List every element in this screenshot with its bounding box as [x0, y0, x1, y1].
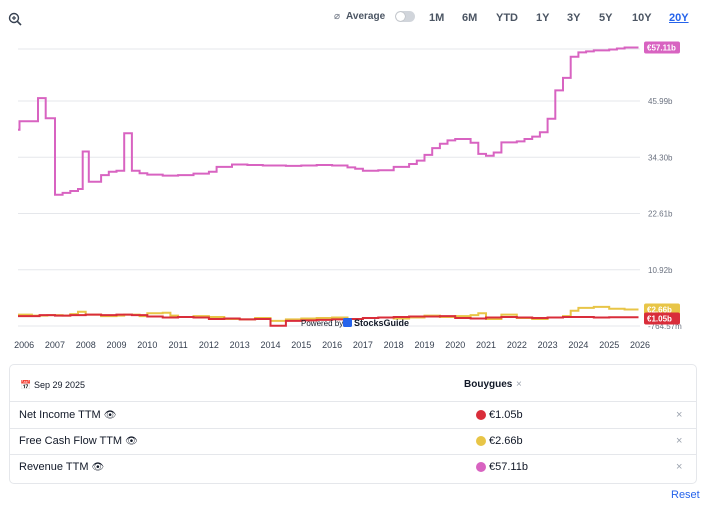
legend-row-label: Revenue TTM 👁 — [19, 461, 104, 473]
end-badge-label: €2.66b — [647, 306, 672, 315]
legend-row-revenue: Revenue TTM 👁 €57.11b × — [10, 454, 696, 480]
legend-date: Sep 29 2025 — [34, 380, 86, 390]
range-5y-button[interactable]: 5Y — [599, 12, 613, 24]
calendar-icon: 📅 — [20, 380, 32, 390]
y-axis: 45.99b 34.30b 22.61b 10.92b -764.57m — [648, 97, 682, 331]
x-tick-label: 2007 — [45, 340, 65, 350]
y-tick-label: 22.61b — [648, 210, 673, 219]
x-tick-label: 2012 — [199, 340, 219, 350]
series-color-dot — [476, 462, 486, 472]
watermark: Powered by StocksGuide — [301, 318, 409, 328]
series-line-revenue-ttm[interactable] — [18, 46, 639, 196]
average-toggle[interactable] — [395, 11, 416, 22]
x-tick-label: 2024 — [568, 340, 588, 350]
stocksguide-logo-icon — [343, 318, 352, 327]
toolbar: ⌀ Average 1M 6M YTD 1Y 3Y 5Y 10Y 20Y — [0, 0, 707, 36]
series-line-net-income-ttm[interactable] — [18, 313, 639, 327]
x-tick-label: 2025 — [599, 340, 619, 350]
range-1m-button[interactable]: 1M — [429, 12, 445, 24]
y-tick-label: -764.57m — [648, 322, 682, 331]
x-tick-label: 2026 — [630, 340, 650, 350]
watermark-prefix: Powered by — [301, 319, 343, 328]
legend-row-text: Net Income TTM — [19, 409, 101, 421]
average-symbol: ⌀ — [334, 11, 341, 22]
y-tick-label: 34.30b — [648, 153, 673, 162]
end-badge — [644, 312, 680, 325]
eye-icon[interactable]: 👁 — [125, 436, 138, 447]
legend-row-text: Revenue TTM — [19, 461, 89, 473]
watermark-brand: StocksGuide — [354, 318, 409, 328]
range-10y-button[interactable]: 10Y — [632, 12, 652, 24]
x-tick-label: 2008 — [76, 340, 96, 350]
end-badge — [644, 41, 680, 54]
x-tick-label: 2015 — [291, 340, 311, 350]
x-tick-label: 2009 — [107, 340, 127, 350]
x-tick-label: 2011 — [168, 340, 187, 350]
end-badge-label: €1.05b — [647, 315, 672, 324]
toggle-knob — [396, 12, 406, 21]
range-1y-button[interactable]: 1Y — [536, 12, 550, 24]
legend-row-label: Net Income TTM 👁 — [19, 409, 116, 421]
series-group — [18, 46, 639, 327]
x-tick-label: 2022 — [507, 340, 527, 350]
legend-row-label: Free Cash Flow TTM 👁 — [19, 435, 138, 447]
x-tick-label: 2021 — [476, 340, 496, 350]
legend-row-value: €57.11b — [489, 461, 528, 473]
remove-company-button[interactable]: × — [516, 379, 522, 390]
reset-button[interactable]: Reset — [671, 489, 700, 501]
legend-row-net-income: Net Income TTM 👁 €1.05b × — [10, 402, 696, 429]
y-tick-label: 45.99b — [648, 97, 673, 106]
remove-series-button[interactable]: × — [676, 409, 683, 421]
range-ytd-button[interactable]: YTD — [496, 12, 518, 24]
x-tick-label: 2017 — [353, 340, 373, 350]
y-tick-label: 10.92b — [648, 266, 673, 275]
end-badges: €57.11b €2.66b€1.05b — [644, 41, 680, 325]
x-tick-label: 2014 — [260, 340, 280, 350]
range-3y-button[interactable]: 3Y — [567, 12, 581, 24]
x-tick-label: 2020 — [445, 340, 465, 350]
x-tick-label: 2018 — [384, 340, 404, 350]
x-tick-label: 2019 — [414, 340, 434, 350]
remove-series-button[interactable]: × — [676, 461, 683, 473]
average-toggle-group: ⌀ Average — [334, 11, 416, 22]
end-badge-label: €57.11b — [647, 44, 676, 53]
x-tick-label: 2006 — [14, 340, 34, 350]
series-color-dot — [476, 436, 486, 446]
eye-icon[interactable]: 👁 — [103, 410, 117, 421]
legend-row-text: Free Cash Flow TTM — [19, 435, 123, 447]
x-tick-label: 2010 — [137, 340, 157, 350]
legend-header: 📅 Sep 29 2025 Bouygues × — [10, 365, 696, 402]
company-name: Bouygues — [464, 379, 513, 390]
legend-row-value: €1.05b — [489, 409, 523, 421]
range-20y-button[interactable]: 20Y — [669, 12, 689, 24]
x-tick-label: 2013 — [230, 340, 250, 350]
legend-row-value: €2.66b — [489, 435, 523, 447]
legend-panel: 📅 Sep 29 2025 Bouygues × Net Income TTM 👁… — [9, 364, 697, 484]
eye-icon[interactable]: 👁 — [91, 462, 105, 473]
remove-series-button[interactable]: × — [676, 435, 683, 447]
average-label: Average — [346, 11, 386, 22]
series-color-dot — [476, 410, 486, 420]
zoom-in-icon[interactable] — [8, 12, 22, 26]
range-6m-button[interactable]: 6M — [462, 12, 478, 24]
legend-row-free-cash-flow: Free Cash Flow TTM 👁 €2.66b × — [10, 428, 696, 455]
x-tick-label: 2016 — [322, 340, 342, 350]
x-tick-label: 2023 — [538, 340, 558, 350]
x-axis: 2006 2007 2008 2009 2010 2011 2012 2013 2014 2015… — [14, 340, 650, 350]
grid — [18, 48, 640, 327]
